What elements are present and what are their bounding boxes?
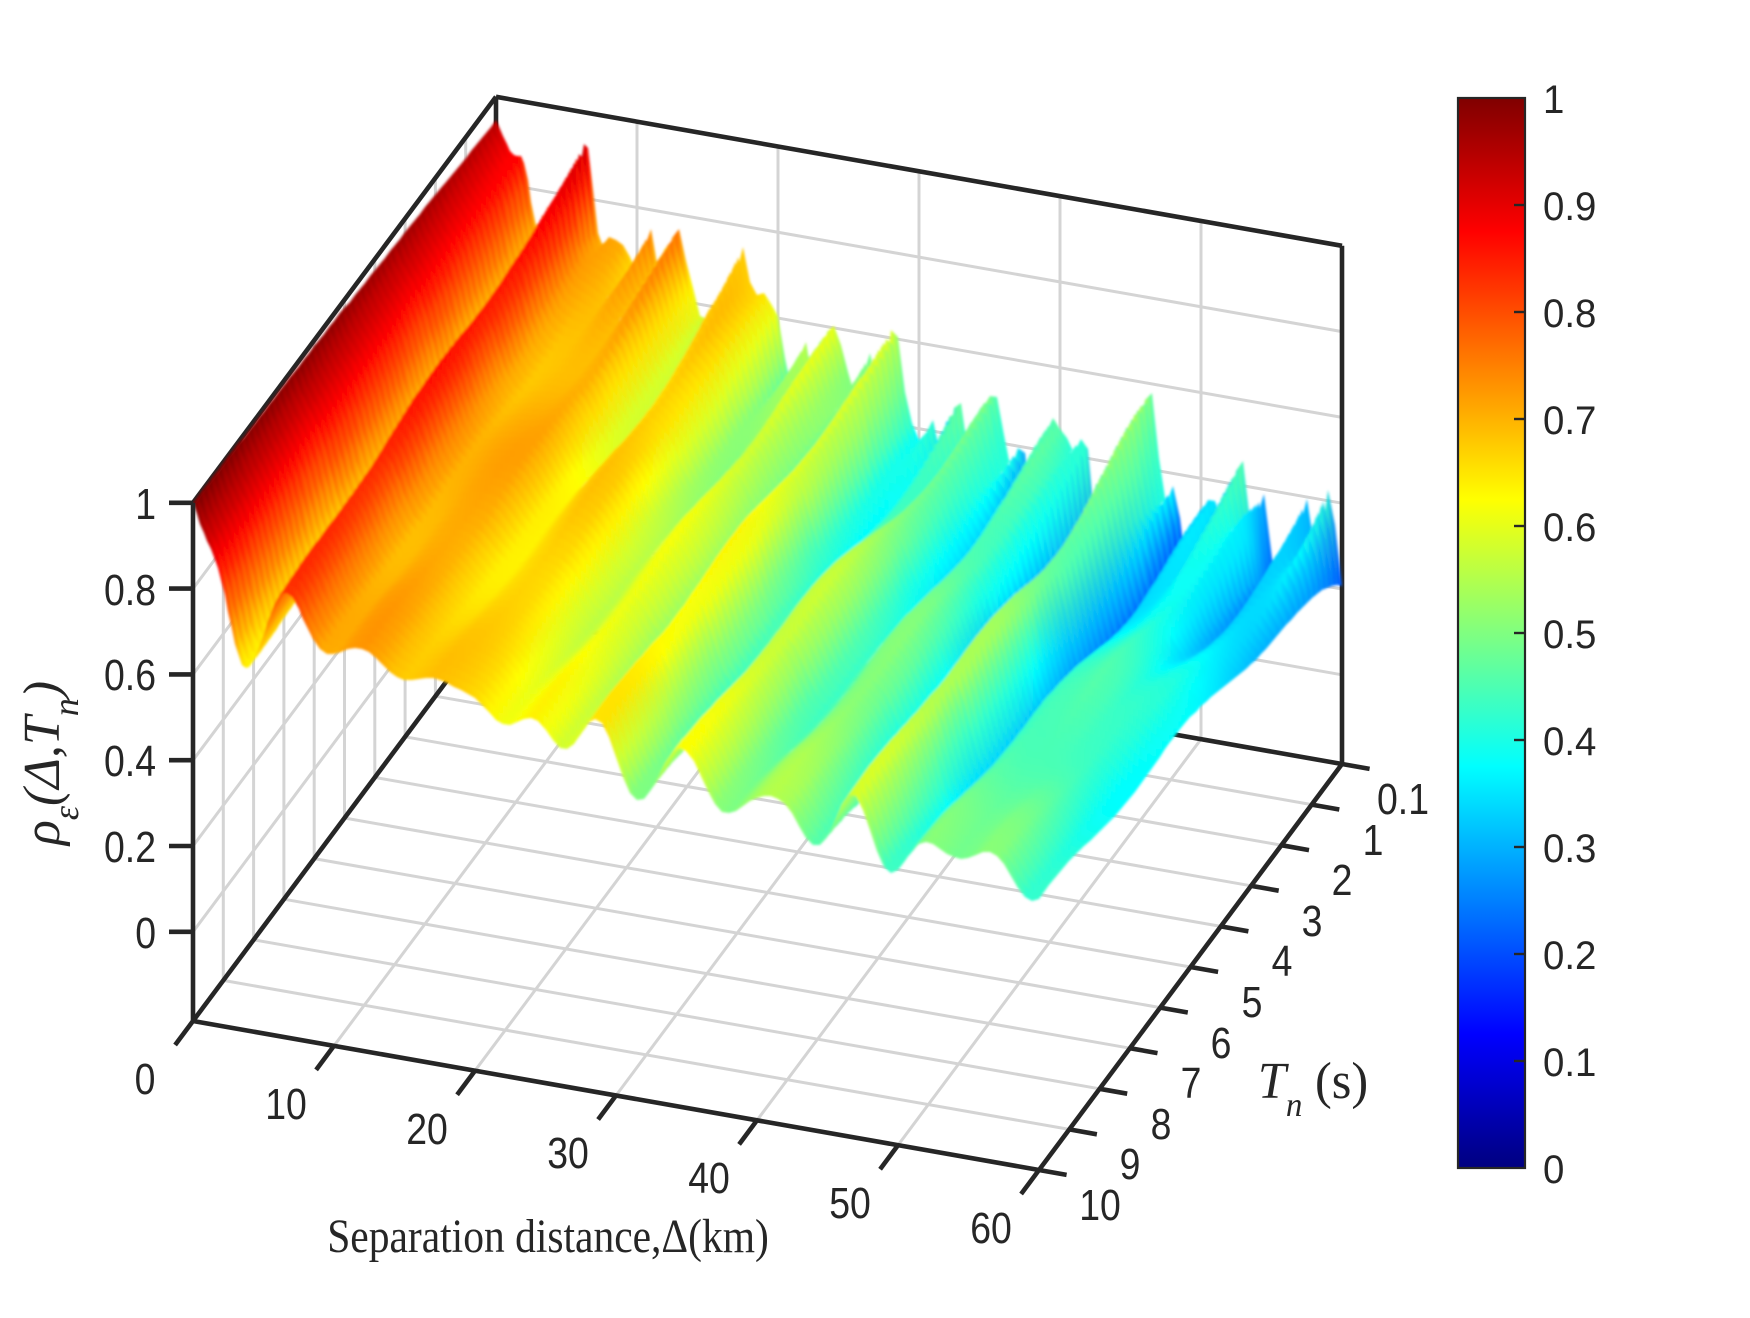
svg-text:10: 10 xyxy=(1079,1180,1121,1230)
svg-text:0.1: 0.1 xyxy=(1543,1041,1596,1085)
svg-text:7: 7 xyxy=(1181,1058,1202,1108)
svg-text:4: 4 xyxy=(1272,936,1293,986)
svg-text:8: 8 xyxy=(1151,1099,1172,1149)
svg-text:Tn (s): Tn (s) xyxy=(1258,1052,1368,1124)
svg-text:40: 40 xyxy=(688,1153,730,1203)
svg-text:5: 5 xyxy=(1242,977,1263,1027)
svg-text:1: 1 xyxy=(135,479,156,529)
svg-text:10: 10 xyxy=(265,1079,307,1129)
svg-text:ρε(Δ,Tn): ρε(Δ,Tn) xyxy=(14,681,86,847)
svg-text:0.9: 0.9 xyxy=(1543,185,1596,229)
svg-text:0.3: 0.3 xyxy=(1543,827,1596,871)
svg-text:0.2: 0.2 xyxy=(104,822,156,872)
svg-text:2: 2 xyxy=(1332,855,1353,905)
svg-text:1: 1 xyxy=(1543,78,1564,122)
svg-text:3: 3 xyxy=(1302,896,1323,946)
svg-text:0.4: 0.4 xyxy=(1543,720,1596,764)
svg-text:Separation distance,Δ(km): Separation distance,Δ(km) xyxy=(327,1209,769,1262)
svg-text:0.8: 0.8 xyxy=(1543,292,1596,336)
svg-text:0.5: 0.5 xyxy=(1543,613,1596,657)
svg-text:0.1: 0.1 xyxy=(1377,774,1429,824)
svg-text:0: 0 xyxy=(135,908,156,958)
svg-text:50: 50 xyxy=(829,1178,871,1228)
svg-text:6: 6 xyxy=(1211,1018,1232,1068)
svg-text:0: 0 xyxy=(135,1054,156,1104)
svg-text:30: 30 xyxy=(547,1128,589,1178)
svg-text:0.6: 0.6 xyxy=(104,650,156,700)
svg-text:0.7: 0.7 xyxy=(1543,399,1596,443)
svg-text:0.4: 0.4 xyxy=(104,736,156,786)
svg-text:1: 1 xyxy=(1363,815,1384,865)
svg-text:0.8: 0.8 xyxy=(104,565,156,615)
svg-text:0.2: 0.2 xyxy=(1543,934,1596,978)
svg-text:0.6: 0.6 xyxy=(1543,506,1596,550)
svg-text:20: 20 xyxy=(406,1104,448,1154)
svg-text:60: 60 xyxy=(970,1203,1012,1253)
svg-text:0: 0 xyxy=(1543,1148,1564,1192)
svg-text:9: 9 xyxy=(1120,1139,1141,1189)
